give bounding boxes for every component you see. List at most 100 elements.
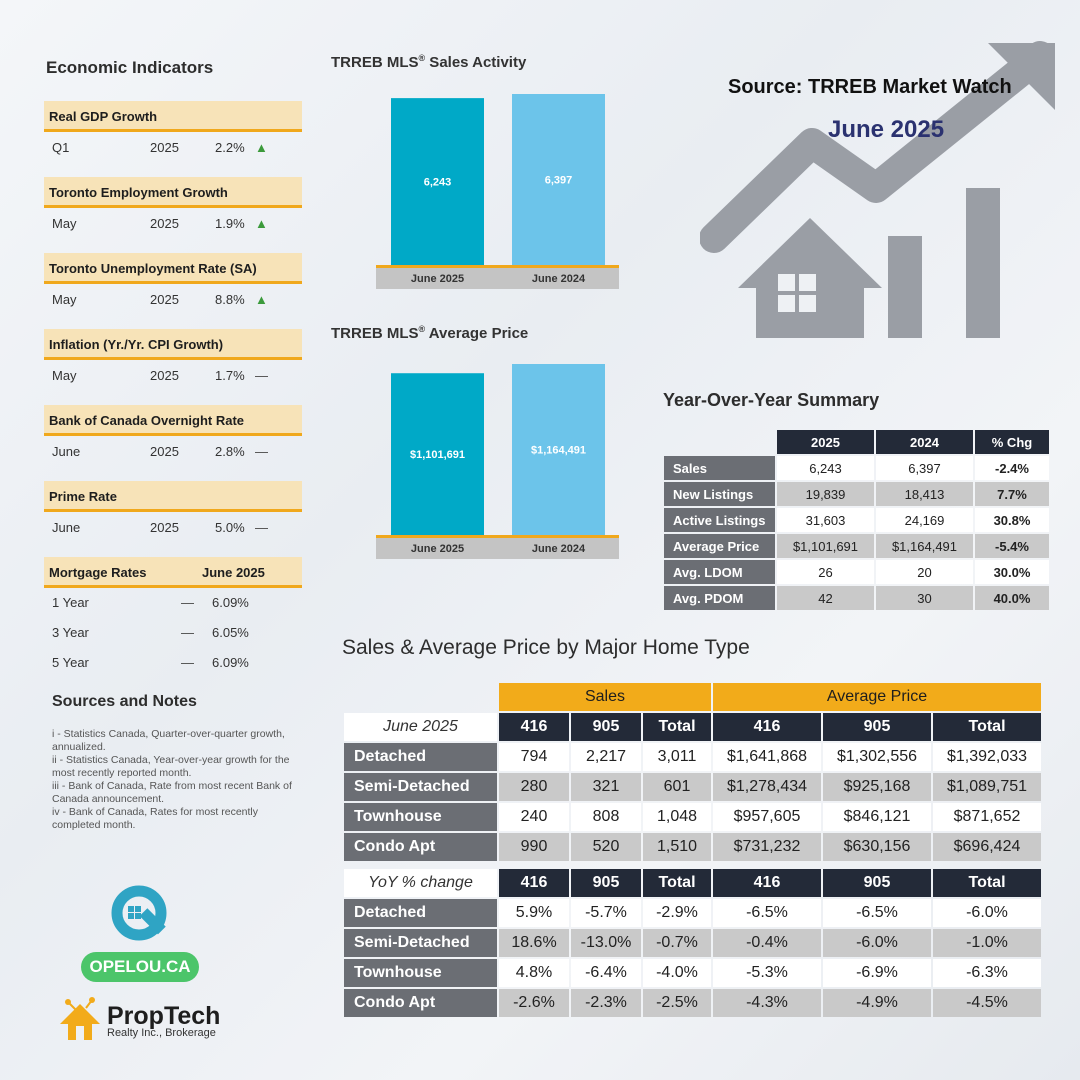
table-cell: -2.9%: [643, 899, 711, 927]
table-cell: -5.7%: [571, 899, 641, 927]
mortgage-row: 3 Year — 6.05%: [52, 625, 302, 645]
bar-value-label: $1,164,491: [531, 445, 586, 457]
cell-change: 40.0%: [975, 586, 1049, 610]
note-item: iii - Bank of Canada, Rate from most rec…: [52, 780, 292, 805]
table-cell: -4.5%: [933, 989, 1041, 1017]
table-cell: -6.5%: [713, 899, 821, 927]
table-cell: $846,121: [823, 803, 931, 831]
proptech-brand-subtitle: Realty Inc., Brokerage: [107, 1027, 216, 1039]
table-cell: 4.8%: [499, 959, 569, 987]
indicator-period: Q1: [52, 140, 70, 155]
table-row: Detached 5.9% -5.7% -2.9% -6.5% -6.5% -6.0%: [344, 899, 1041, 927]
table-cell: -6.5%: [823, 899, 931, 927]
home-type-table: Sales Average Price June 2025 416 905 Total…: [342, 681, 1043, 1019]
category-label: June 2025: [411, 273, 464, 285]
table-cell: -4.3%: [713, 989, 821, 1017]
table-cell: -6.0%: [933, 899, 1041, 927]
table-cell: -6.0%: [823, 929, 931, 957]
row-label: Detached: [344, 743, 497, 771]
sales-activity-chart: 6,243 June 2025 6,397 June 2024: [376, 94, 619, 289]
mortgage-rates-date: June 2025: [202, 565, 265, 580]
table-cell: -6.3%: [933, 959, 1041, 987]
table-cell: -1.0%: [933, 929, 1041, 957]
table-cell: -2.6%: [499, 989, 569, 1017]
bar-value-label: 6,243: [424, 177, 452, 189]
bar: [512, 364, 605, 535]
column-header-row: June 2025 416 905 Total 416 905 Total: [344, 713, 1041, 741]
average-price-chart: $1,101,691 June 2025 $1,164,491 June 2024: [376, 364, 619, 559]
cell-2024: 6,397: [876, 456, 973, 480]
indicator-row: May 2025 8.8% ▲: [52, 292, 302, 312]
trend-flat-icon: —: [255, 444, 268, 459]
table-cell: -5.3%: [713, 959, 821, 987]
table-cell: $957,605: [713, 803, 821, 831]
trend-up-icon: ▲: [255, 292, 268, 307]
sales-activity-chart-title: TRREB MLS® Sales Activity: [331, 53, 526, 71]
column-header: Total: [643, 713, 711, 741]
trend-flat-icon: —: [181, 595, 194, 610]
trend-up-icon: ▲: [255, 140, 268, 155]
mortgage-term: 1 Year: [52, 595, 89, 610]
chart-axis-line: [376, 535, 619, 538]
column-header: Total: [933, 713, 1041, 741]
table-cell: $871,652: [933, 803, 1041, 831]
table-row: Detached 794 2,217 3,011 $1,641,868 $1,302,55…: [344, 743, 1041, 771]
column-header: 416: [499, 713, 569, 741]
price-group-header: Average Price: [713, 683, 1041, 711]
column-header-row: YoY % change 416 905 Total 416 905 Total: [344, 869, 1041, 897]
row-label: Semi-Detached: [344, 773, 497, 801]
table-cell: 321: [571, 773, 641, 801]
cell-change: 7.7%: [975, 482, 1049, 506]
sources-title: Sources and Notes: [52, 693, 197, 710]
mortgage-rate-value: 6.09%: [212, 655, 249, 670]
table-cell: 280: [499, 773, 569, 801]
table-header-row: 2025 2024 % Chg: [664, 430, 1049, 454]
sources-notes: i - Statistics Canada, Quarter-over-quar…: [52, 728, 297, 832]
registered-mark: ®: [418, 53, 426, 63]
table-cell: 990: [499, 833, 569, 861]
cell-2024: 20: [876, 560, 973, 584]
table-cell: $1,302,556: [823, 743, 931, 771]
table-cell: 2,217: [571, 743, 641, 771]
category-label: June 2024: [532, 543, 586, 555]
row-label: Avg. PDOM: [664, 586, 775, 610]
table-cell: 1,510: [643, 833, 711, 861]
column-header: % Chg: [975, 430, 1049, 454]
chart-baseline: [376, 265, 619, 289]
table-cell: -2.3%: [571, 989, 641, 1017]
column-header: Total: [643, 869, 711, 897]
indicator-row: May 2025 1.7% —: [52, 368, 302, 388]
chart-title-text: TRREB MLS® Average Price: [331, 324, 529, 342]
category-label: June 2025: [411, 543, 464, 555]
mortgage-rate-value: 6.09%: [212, 595, 249, 610]
indicator-period: May: [52, 368, 77, 383]
trend-flat-icon: —: [255, 368, 268, 383]
mortgage-rates-header: Mortgage Rates June 2025: [44, 557, 302, 588]
row-label: Sales: [664, 456, 775, 480]
section-label: YoY % change: [344, 869, 497, 897]
table-cell: 808: [571, 803, 641, 831]
row-label: Condo Apt: [344, 833, 497, 861]
source-label: Source: TRREB Market Watch: [728, 76, 1012, 98]
table-row: Average Price $1,101,691 $1,164,491 -5.4%: [664, 534, 1049, 558]
chart-axis-line: [376, 265, 619, 268]
table-row: Semi-Detached 280 321 601 $1,278,434 $925,168…: [344, 773, 1041, 801]
cell-change: 30.0%: [975, 560, 1049, 584]
table-cell: -6.9%: [823, 959, 931, 987]
home-type-title: Sales & Average Price by Major Home Type: [342, 636, 750, 659]
column-header: 905: [823, 869, 931, 897]
row-label: Townhouse: [344, 803, 497, 831]
mortgage-rate-value: 6.05%: [212, 625, 249, 640]
row-label: Detached: [344, 899, 497, 927]
table-cell: $1,089,751: [933, 773, 1041, 801]
table-cell: 240: [499, 803, 569, 831]
house-growth-icon: [700, 41, 1055, 338]
group-header-row: Sales Average Price: [344, 683, 1041, 711]
table-row: Townhouse 240 808 1,048 $957,605 $846,121 $871…: [344, 803, 1041, 831]
bar: [512, 94, 605, 265]
cell-2024: 30: [876, 586, 973, 610]
note-item: ii - Statistics Canada, Year-over-year g…: [52, 754, 290, 779]
column-header: 905: [571, 713, 641, 741]
column-header: 905: [571, 869, 641, 897]
table-row: Townhouse 4.8% -6.4% -4.0% -5.3% -6.9% -6.3%: [344, 959, 1041, 987]
